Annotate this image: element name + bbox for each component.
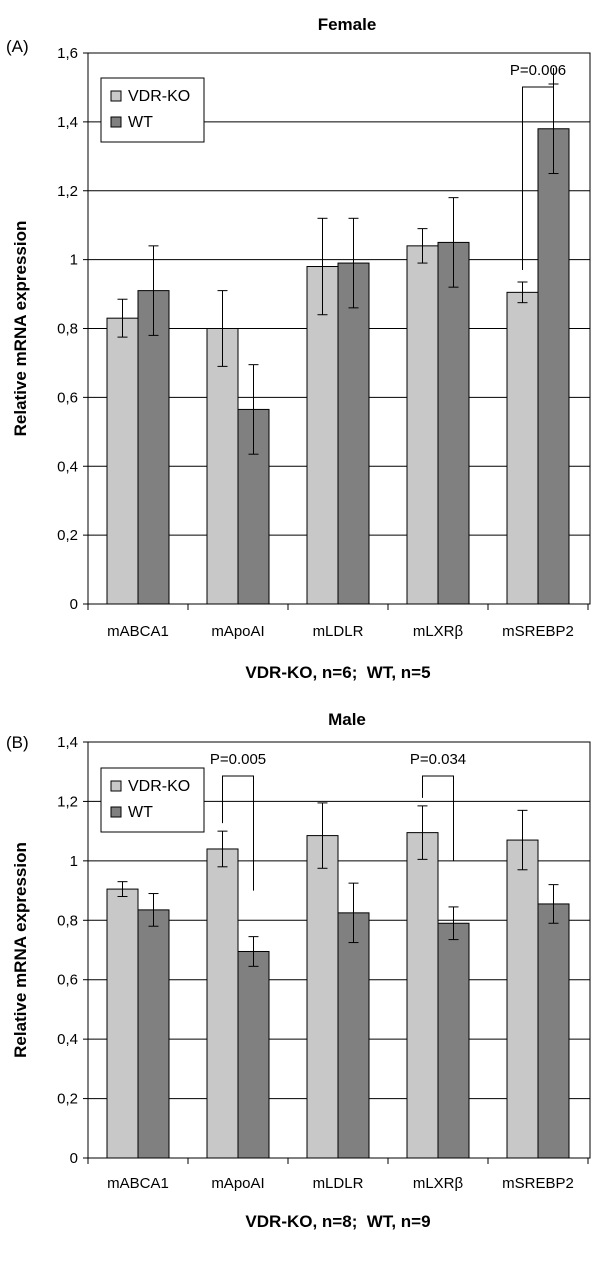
bar-vdr-ko-mlxrβ xyxy=(406,245,439,605)
x-tick-label: mLXRβ xyxy=(413,1175,464,1192)
legend-swatch-wt xyxy=(110,116,122,128)
y-tick-label: 0,6 xyxy=(57,389,78,406)
y-tick-label: 0 xyxy=(70,596,78,613)
bar-vdr-ko-msrebp2 xyxy=(506,839,539,1159)
y-tick-label: 0,2 xyxy=(57,527,78,544)
y-tick-label: 1,2 xyxy=(57,793,78,810)
bar-vdr-ko-mapoai xyxy=(206,848,239,1159)
panel-label: (A) xyxy=(6,37,29,56)
y-axis-label: Relative mRNA expression xyxy=(11,842,30,1058)
bar-wt-mabca1 xyxy=(137,290,170,605)
y-tick-label: 1 xyxy=(70,853,78,870)
bar-wt-mlxrβ xyxy=(437,922,470,1159)
bar-wt-msrebp2 xyxy=(537,903,570,1159)
x-tick-label: mSREBP2 xyxy=(502,1175,574,1192)
y-tick-label: 1,4 xyxy=(57,114,78,131)
legend-label: VDR-KO xyxy=(128,778,190,795)
significance-bracket xyxy=(222,775,254,891)
y-tick-label: 0,4 xyxy=(57,1031,78,1048)
chart-panel-male: Male (B) 0 0,2 0,4 0,6 0,8 1 1,2 1,4 Relative mRNA… xyxy=(6,710,591,1231)
y-tick-label: 1,4 xyxy=(57,734,78,751)
x-tick-label: mLDLR xyxy=(313,1175,364,1192)
legend: VDR-KO WT xyxy=(100,767,205,833)
legend-label: WT xyxy=(128,804,153,821)
x-axis-label: VDR-KO, n=8; WT, n=9 xyxy=(245,1212,430,1231)
y-tick-label: 1,6 xyxy=(57,45,78,62)
bar-wt-mapoai xyxy=(237,950,270,1159)
significance-bracket xyxy=(422,775,454,861)
x-tick-label: mSREBP2 xyxy=(502,623,574,640)
y-tick-label: 0,4 xyxy=(57,458,78,475)
chart-panel-female: Female (A) 0 0,2 0,4 0,6 0,8 1 1,2 1,4 1,6 Relative… xyxy=(6,15,591,682)
legend-label: WT xyxy=(128,114,153,131)
y-tick-label: 0,8 xyxy=(57,321,78,338)
x-axis-label: VDR-KO, n=6; WT, n=5 xyxy=(245,663,430,682)
x-tick-label: mABCA1 xyxy=(107,1175,169,1192)
x-tick-label: mApoAI xyxy=(211,1175,264,1192)
y-tick-label: 0 xyxy=(70,1150,78,1167)
x-tick-label: mLDLR xyxy=(313,623,364,640)
bar-wt-mlxrβ xyxy=(437,241,470,605)
y-tick-label: 1 xyxy=(70,252,78,269)
chart-title: Female xyxy=(318,15,377,34)
legend-swatch-vdr-ko xyxy=(110,90,122,102)
bar-vdr-ko-mapoai xyxy=(206,328,239,605)
y-tick-label: 0,2 xyxy=(57,1091,78,1108)
panel-label: (B) xyxy=(6,733,29,752)
legend-label: VDR-KO xyxy=(128,88,190,105)
bar-wt-mldlr xyxy=(337,912,370,1159)
p-value-label: P=0.005 xyxy=(210,751,266,768)
legend-swatch-vdr-ko xyxy=(110,780,122,792)
bar-vdr-ko-mldlr xyxy=(306,266,339,605)
legend-box xyxy=(100,77,205,143)
bar-vdr-ko-mabca1 xyxy=(106,888,139,1159)
y-axis-label: Relative mRNA expression xyxy=(11,221,30,437)
legend: VDR-KO WT xyxy=(100,77,205,143)
legend-box xyxy=(100,767,205,833)
bar-vdr-ko-mabca1 xyxy=(106,317,139,605)
bar-vdr-ko-mlxrβ xyxy=(406,832,439,1159)
x-tick-label: mApoAI xyxy=(211,623,264,640)
p-value-label: P=0.034 xyxy=(410,751,466,768)
y-tick-label: 0,8 xyxy=(57,912,78,929)
x-tick-label: mABCA1 xyxy=(107,623,169,640)
bar-wt-msrebp2 xyxy=(537,128,570,605)
y-tick-label: 1,2 xyxy=(57,183,78,200)
x-tick-label: mLXRβ xyxy=(413,623,464,640)
y-tick-label: 0,6 xyxy=(57,972,78,989)
legend-swatch-wt xyxy=(110,806,122,818)
bar-vdr-ko-msrebp2 xyxy=(506,291,539,605)
chart-title: Male xyxy=(328,710,366,729)
bar-wt-mldlr xyxy=(337,262,370,605)
p-value-label: P=0.006 xyxy=(510,62,566,79)
bar-wt-mabca1 xyxy=(137,909,170,1159)
bar-vdr-ko-mldlr xyxy=(306,835,339,1159)
significance-bracket xyxy=(522,67,554,271)
